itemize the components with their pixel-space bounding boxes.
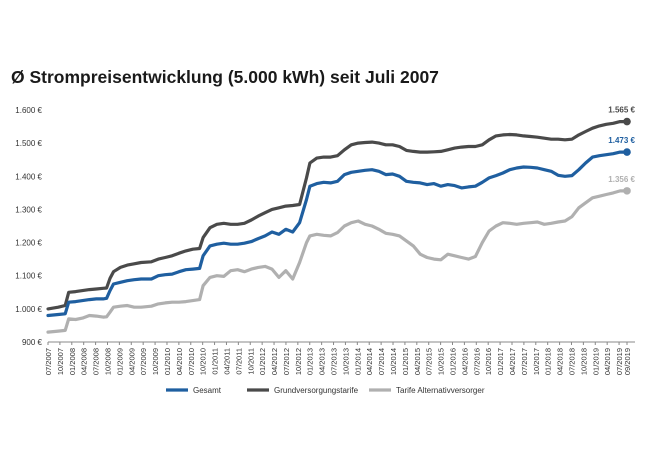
x-tick-label: 07/2009	[139, 348, 148, 375]
legend-label-1: Grundversorgungstarife	[274, 386, 359, 395]
legend-label-0: Gesamt	[193, 386, 222, 395]
x-tick-label: 01/2009	[115, 348, 124, 375]
series-line-0	[46, 150, 629, 318]
x-tick-label: 10/2008	[103, 348, 112, 375]
end-points: 1.356 € 1.565 € 1.473 €	[608, 106, 636, 195]
x-tick-label: 01/2013	[306, 348, 315, 375]
series-lines	[46, 120, 629, 334]
x-tick-label: 10/2014	[389, 348, 398, 375]
x-tick-label: 04/2016	[460, 348, 469, 375]
x-tick-label: 04/2015	[413, 348, 422, 375]
x-tick-label: 10/2012	[294, 348, 303, 375]
y-tick-label: 900 €	[22, 338, 43, 347]
x-tick-label: 01/2012	[258, 348, 267, 375]
x-tick-label: 07/2008	[92, 348, 101, 375]
x-tick-label: 10/2015	[437, 348, 446, 375]
x-axis: 07/2007 10/2007 01/2008 04/2008 07/2008 10/20…	[44, 341, 635, 375]
y-tick-label: 1.000 €	[15, 305, 42, 314]
x-tick-label: 04/2011	[222, 348, 231, 375]
series-end-marker-0	[623, 148, 631, 156]
x-tick-label: 07/2010	[187, 348, 196, 375]
series-end-marker-1	[623, 117, 631, 126]
x-tick-label: 04/2018	[556, 348, 565, 375]
x-tick-label: 04/2014	[365, 348, 374, 375]
y-tick-label: 1.200 €	[15, 239, 42, 248]
x-tick-label: 01/2018	[544, 348, 553, 375]
series-end-label-0: 1.473 €	[608, 136, 635, 145]
x-tick-label: 01/2014	[353, 348, 362, 375]
y-tick-label: 1.500 €	[15, 139, 42, 148]
x-tick-label: 07/2017	[520, 348, 529, 375]
x-tick-label: 01/2019	[591, 348, 600, 375]
series-line-1	[46, 120, 629, 311]
x-tick-label: 10/2011	[246, 348, 255, 375]
x-tick-label: 09/2019	[623, 348, 632, 375]
x-tick-label: 07/2007	[44, 348, 53, 375]
x-tick-label: 04/2008	[80, 348, 89, 375]
x-tick-label: 10/2016	[484, 348, 493, 375]
x-tick-label: 07/2018	[567, 348, 576, 375]
series-end-label-2: 1.356 €	[608, 175, 635, 184]
y-tick-label: 1.100 €	[15, 272, 42, 281]
x-tick-label: 01/2008	[68, 348, 77, 375]
x-tick-label: 10/2007	[56, 348, 65, 375]
x-tick-label: 07/2015	[425, 348, 434, 375]
x-tick-label: 10/2013	[341, 348, 350, 375]
x-tick-label: 10/2010	[199, 348, 208, 375]
x-tick-label: 10/2009	[151, 348, 160, 375]
y-tick-label: 1.600 €	[15, 106, 42, 115]
x-tick-label: 01/2011	[211, 348, 220, 375]
legend: Gesamt Grundversorgungstarife Tarife Alter…	[166, 386, 485, 395]
x-tick-label: 01/2015	[401, 348, 410, 375]
chart-title: Ø Strompreisentwicklung (5.000 kWh) seit…	[11, 67, 439, 87]
x-tick-label: 10/2018	[579, 348, 588, 375]
x-tick-label: 04/2010	[175, 348, 184, 375]
x-tick-label: 10/2017	[532, 348, 541, 375]
y-axis: 900 € 1.000 € 1.100 € 1.200 € 1.300 € 1.400 €…	[15, 106, 42, 347]
series-line-2	[46, 189, 629, 334]
x-tick-label: 01/2010	[163, 348, 172, 375]
y-tick-label: 1.300 €	[15, 205, 42, 214]
x-tick-label: 01/2017	[496, 348, 505, 375]
x-tick-label: 07/2019	[615, 348, 624, 375]
x-tick-label: 07/2011	[234, 348, 243, 375]
x-tick-label: 01/2016	[449, 348, 458, 375]
x-tick-label: 07/2016	[472, 348, 481, 375]
series-end-marker-2	[623, 187, 631, 195]
x-tick-label: 04/2017	[508, 348, 517, 375]
x-tick-label: 04/2009	[127, 348, 136, 375]
x-tick-label: 04/2019	[603, 348, 612, 375]
series-end-label-1: 1.565 €	[608, 106, 635, 115]
x-tick-label: 04/2012	[270, 348, 279, 375]
legend-label-2: Tarife Alternativversorger	[396, 386, 485, 395]
x-tick-label: 07/2013	[330, 348, 339, 375]
x-tick-label: 07/2012	[282, 348, 291, 375]
x-tick-label: 07/2014	[377, 348, 386, 375]
y-tick-label: 1.400 €	[15, 172, 42, 181]
x-tick-label: 04/2013	[318, 348, 327, 375]
